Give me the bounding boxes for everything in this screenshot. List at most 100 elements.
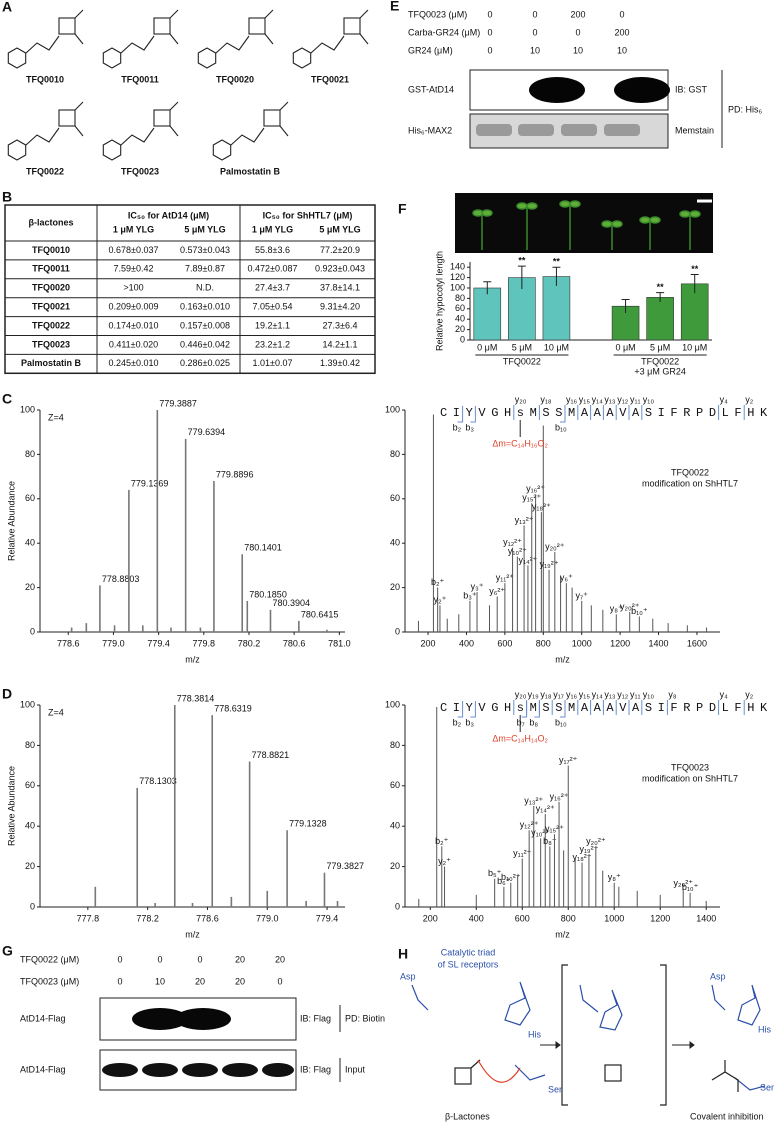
delta-mass: Δm=C₁₄H₁₆O₂ <box>492 438 548 448</box>
table-cell: 19.2±1.1 <box>255 320 290 330</box>
panel-letter: B <box>2 189 12 205</box>
x-tick-label: 778.6 <box>196 913 219 923</box>
y-tick-label: 20 <box>390 582 400 592</box>
compound-name: TFQ0022 <box>26 166 64 176</box>
x-tick-label: 781.0 <box>328 638 351 648</box>
y-tick-label: 80 <box>390 449 400 459</box>
b-ion: b₈ <box>529 717 538 727</box>
x-tick-label: 779.0 <box>102 638 125 648</box>
ion-label: b₂⁺ <box>431 577 444 587</box>
condition-value: 10 <box>155 976 165 986</box>
electron-arrow <box>477 1059 521 1083</box>
ion-label: y₃⁺ <box>471 581 484 591</box>
fraction-label: Input <box>345 1064 366 1074</box>
x-tick-label: 200 <box>423 913 438 923</box>
seedling-photo <box>455 193 713 253</box>
y-tick-label: 60 <box>455 303 465 313</box>
seedlings <box>472 200 701 250</box>
x-tick-label: 10 μM <box>544 342 569 352</box>
table-cell: 0.678±0.037 <box>109 245 159 255</box>
table-header: IC₅₀ for AtD14 (μM) <box>128 210 209 220</box>
x-tick-label: 1200 <box>610 638 630 648</box>
x-tick-label: 400 <box>459 638 474 648</box>
benzene-ring <box>7 47 27 69</box>
condition-label: TFQ0023 (μM) <box>20 976 79 986</box>
pulldown-label: PD: His₆ <box>728 104 763 114</box>
error-bar <box>690 273 699 294</box>
y-ion: y₁₀ <box>643 394 655 404</box>
condition-value: 0 <box>157 954 162 964</box>
annotation: modification on ShHTL7 <box>642 773 738 783</box>
table-cell: TFQ0023 <box>32 339 70 349</box>
ion-label: y₇⁺ <box>576 590 589 600</box>
y-tick-label: 60 <box>25 493 35 503</box>
error-bar <box>552 266 561 286</box>
panel-letter: C <box>2 391 12 407</box>
y-ion: y₁₄ <box>592 394 604 404</box>
caption: Covalent inhibition <box>690 1111 764 1121</box>
ion-label: y₁₄²⁺ <box>536 803 555 813</box>
residue-label: His <box>528 1029 541 1039</box>
table-cell: TFQ0010 <box>32 245 70 255</box>
peptide-sequence: CIYVGHsMSSMAAAVASIFRPDLFHK <box>440 406 773 420</box>
table-cell: >100 <box>123 283 143 293</box>
condition-value: 0 <box>487 27 492 37</box>
peak-label: 779.1328 <box>289 819 327 829</box>
table-cell: 0.472±0.087 <box>248 264 298 274</box>
ion-label: y₈⁺ <box>608 872 621 882</box>
y-tick-label: 80 <box>25 449 35 459</box>
condition-value: 20 <box>275 954 285 964</box>
x-tick-label: 10 μM <box>682 342 707 352</box>
y-tick-label: 20 <box>455 324 465 334</box>
row-label: His₆-MAX2 <box>408 125 452 135</box>
ion-label: y₁₆²⁺ <box>526 484 545 494</box>
table-subheader: 5 μM YLG <box>184 224 225 234</box>
condition-value: 20 <box>235 976 245 986</box>
ion-marker <box>534 701 540 718</box>
x-tick-label: 600 <box>497 638 512 648</box>
carbonyl <box>74 101 84 111</box>
benzene-ring <box>212 139 232 161</box>
group-label: +3 μM GR24 <box>634 366 685 376</box>
x-tick-label: 200 <box>421 638 436 648</box>
y-tick-label: 20 <box>25 582 35 592</box>
x-tick-label: 800 <box>536 638 551 648</box>
triad-title: of SL receptors <box>438 959 499 969</box>
y-tick-label: 0 <box>395 626 400 636</box>
significance: ** <box>518 256 526 266</box>
condition-label: TFQ0022 (μM) <box>20 954 79 964</box>
condition-label: TFQ0023 (μM) <box>408 9 467 19</box>
condition-value: 0 <box>277 976 282 986</box>
ion-label: y₂₀²⁺ <box>586 836 606 846</box>
ion-label: y₆²⁺ <box>489 586 505 596</box>
table-cell: 0.923±0.043 <box>315 264 365 274</box>
y-tick-label: 0 <box>30 901 35 911</box>
y-tick-label: 60 <box>390 493 400 503</box>
y-ion: y₈ <box>668 689 677 699</box>
table-cell: 0.411±0.020 <box>109 339 158 349</box>
bands <box>102 1063 294 1077</box>
table-cell: 0.209±0.009 <box>109 302 159 312</box>
significance: ** <box>553 257 561 267</box>
y-axis-label: Relative hypocotyl length <box>434 251 444 351</box>
y-tick-label: 20 <box>25 861 35 871</box>
x-tick-label: 777.8 <box>77 913 100 923</box>
table-subheader: 5 μM YLG <box>319 224 360 234</box>
ion-label: y₁₀²⁺ <box>508 546 527 556</box>
y-tick-label: 0 <box>30 626 35 636</box>
x-tick-label: 1000 <box>604 913 624 923</box>
compound-name: TFQ0023 <box>121 166 159 176</box>
compound-name: TFQ0021 <box>311 74 349 84</box>
substituent <box>169 125 179 137</box>
benzene-ring <box>292 47 312 69</box>
lactone-ring <box>153 109 171 127</box>
lactone-ring <box>263 109 281 127</box>
ion-label: b₆⁺ <box>497 876 511 886</box>
chain <box>230 127 265 146</box>
ion-marker <box>470 701 476 718</box>
panel-letter: A <box>2 0 12 15</box>
carbonyl <box>169 101 179 111</box>
peak-label: 779.8896 <box>216 469 254 479</box>
peak-label: 779.3827 <box>326 861 364 871</box>
detection-label: Memstain <box>675 125 714 135</box>
